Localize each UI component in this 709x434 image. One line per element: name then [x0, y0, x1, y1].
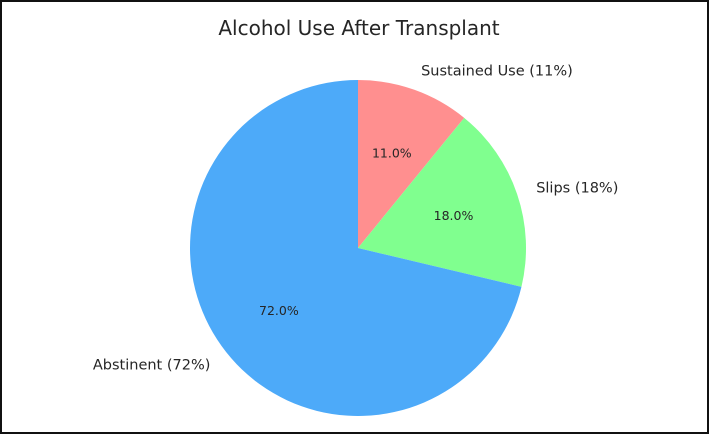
slice-label-slips: Slips (18%): [536, 181, 618, 197]
slice-label-sustained-use: Sustained Use (11%): [421, 64, 573, 80]
pie-slice-sustained-use: [358, 80, 465, 248]
slice-percent-sustained-use: 11.0%: [372, 146, 412, 161]
pie-slice-abstinent: [190, 80, 522, 417]
slice-label-abstinent: Abstinent (72%): [93, 358, 211, 374]
pie-labels: Sustained Use (11%) 11.0% Slips (18%) 18.0%…: [93, 64, 619, 374]
slice-percent-slips: 18.0%: [434, 208, 474, 223]
slice-percent-abstinent: 72.0%: [259, 303, 299, 318]
pie-slices: [190, 80, 527, 417]
chart-title: Alcohol Use After Transplant: [218, 16, 499, 40]
pie-slice-slips: [358, 117, 527, 287]
